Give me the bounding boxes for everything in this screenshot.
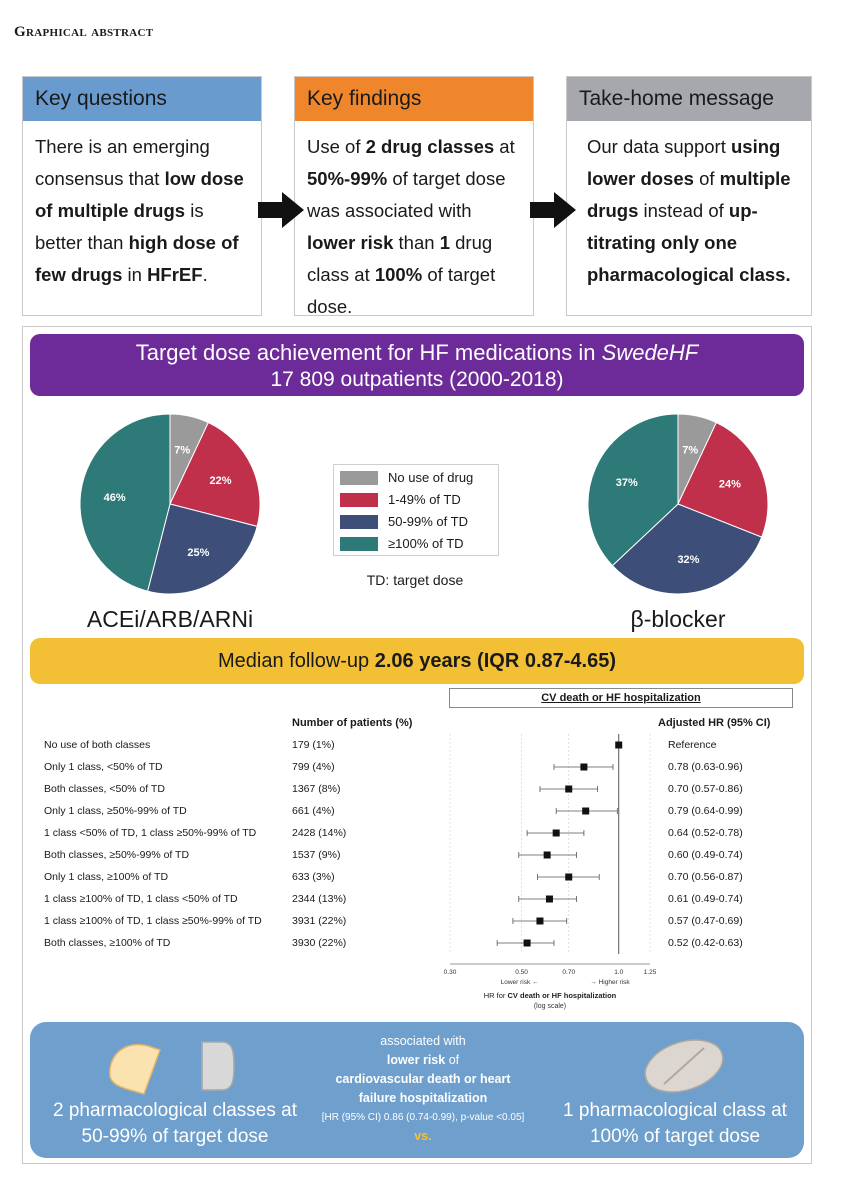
forest-row-hr: 0.70 (0.57-0.86) — [668, 783, 743, 795]
x-tick-label: 1.0 — [614, 969, 623, 976]
forest-row-label: 1 class <50% of TD, 1 class ≥50%-99% of … — [44, 827, 257, 839]
forest-row-count: 1537 (9%) — [292, 849, 341, 861]
x-tick-label: 0.50 — [515, 969, 528, 976]
left-conclusion-text: 2 pharmacological classes at 50-99% of t… — [53, 1100, 297, 1147]
hr-point — [552, 829, 560, 837]
middle-conclusion: associated with lower risk of cardiovasc… — [321, 1034, 525, 1143]
conclusion-banner: 2 pharmacological classes at 50-99% of t… — [30, 1022, 804, 1158]
hr-point — [615, 741, 623, 749]
td-note: TD: target dose — [366, 572, 464, 588]
graphical-abstract-title: Graphical abstract — [14, 24, 154, 40]
hr-point — [545, 895, 553, 903]
pie-slice-label: 7% — [174, 445, 190, 457]
forest-row-hr: 0.57 (0.47-0.69) — [668, 915, 743, 927]
key-findings-header: Key findings — [295, 77, 533, 121]
forest-row-count: 633 (3%) — [292, 871, 335, 883]
hr-point — [565, 785, 573, 793]
right-conclusion-text: 1 pharmacological class at 100% of targe… — [563, 1100, 787, 1147]
key-questions-header: Key questions — [23, 77, 261, 121]
forest-row-label: Only 1 class, <50% of TD — [44, 761, 163, 773]
x-axis-title: HR for CV death or HF hospitalization — [484, 991, 617, 1000]
pie-slice — [169, 421, 261, 527]
forest-row-label: 1 class ≥100% of TD, 1 class <50% of TD — [44, 893, 238, 905]
pie-slice — [587, 413, 679, 567]
forest-row-label: Both classes, <50% of TD — [44, 783, 165, 795]
pie-chart-beta-blocker: 7% 24% 32% 37% — [587, 413, 769, 595]
pie-slice-label: 22% — [209, 475, 231, 487]
followup-banner: Median follow-up 2.06 years (IQR 0.87-4.… — [30, 638, 804, 684]
forest-row-count: 661 (4%) — [292, 805, 335, 817]
take-home-text: Our data support using lower doses of mu… — [587, 136, 791, 285]
pill-icon — [109, 1041, 235, 1095]
pie-slice-label: 32% — [677, 554, 699, 566]
pie-slice-label: 7% — [682, 445, 698, 457]
pie-label-acei: ACEi/ARB/ARNi — [86, 606, 254, 632]
log-scale-note: (log scale) — [534, 1003, 566, 1010]
forest-row-count: 1367 (8%) — [292, 783, 341, 795]
key-findings-card: Key findings Use of 2 drug classes at 50… — [294, 76, 534, 317]
forest-row-hr: 0.61 (0.49-0.74) — [668, 893, 743, 905]
forest-row-hr: 0.70 (0.56-0.87) — [668, 871, 743, 883]
pie-slice — [611, 503, 763, 595]
pie-chart-acei: 7% 22% 25% 46% — [79, 413, 261, 595]
main-panel — [22, 326, 812, 1164]
arrow-right-icon — [530, 192, 576, 228]
key-findings-text: Use of 2 drug classes at 50%-99% of targ… — [307, 136, 515, 317]
lower-risk-label: Lower risk ← — [501, 979, 539, 986]
forest-row-hr: 0.60 (0.49-0.74) — [668, 849, 743, 861]
forest-row-count: 179 (1%) — [292, 739, 335, 751]
pie-slice — [147, 503, 258, 595]
pie-slice-label: 24% — [719, 478, 741, 490]
forest-row-label: Both classes, ≥100% of TD — [44, 937, 171, 949]
forest-row-label: No use of both classes — [44, 739, 151, 751]
x-tick-label: 0.30 — [444, 969, 457, 976]
forest-row-count: 3930 (22%) — [292, 937, 347, 949]
outcome-header: CV death or HF hospitalization — [449, 688, 793, 708]
forest-row-hr: Reference — [668, 739, 717, 751]
key-questions-text: There is an emerging consensus that low … — [35, 136, 244, 285]
hr-point — [543, 851, 551, 859]
hr-point — [580, 763, 588, 771]
forest-row-count: 2344 (13%) — [292, 893, 347, 905]
forest-row-label: 1 class ≥100% of TD, 1 class ≥50%-99% of… — [44, 915, 262, 927]
hr-point — [565, 873, 573, 881]
banner-title: Target dose achievement for HF medicatio… — [135, 340, 699, 365]
pie-legend: No use of drug 1-49% of TD 50-99% of TD … — [333, 464, 499, 556]
hr-point — [536, 917, 544, 925]
forest-row-hr: 0.79 (0.64-0.99) — [668, 805, 743, 817]
forest-row-hr: 0.64 (0.52-0.78) — [668, 827, 743, 839]
forest-row-count: 799 (4%) — [292, 761, 335, 773]
higher-risk-label: → Higher risk — [590, 979, 630, 986]
forest-row-label: Only 1 class, ≥50%-99% of TD — [44, 805, 187, 817]
forest-row-count: 2428 (14%) — [292, 827, 347, 839]
take-home-header: Take-home message — [567, 77, 811, 121]
hr-point — [523, 939, 531, 947]
arrow-right-icon — [258, 192, 304, 228]
forest-row-hr: 0.52 (0.42-0.63) — [668, 937, 743, 949]
forest-row-label: Only 1 class, ≥100% of TD — [44, 871, 169, 883]
forest-row-hr: 0.78 (0.63-0.96) — [668, 761, 743, 773]
pie-slice — [79, 413, 171, 592]
pie-slice-label: 46% — [104, 492, 126, 504]
pie-slice-label: 25% — [187, 547, 209, 559]
take-home-card: Take-home message Our data support using… — [566, 76, 812, 316]
forest-row-label: Both classes, ≥50%-99% of TD — [44, 849, 190, 861]
forest-row-count: 3931 (22%) — [292, 915, 347, 927]
banner-subtitle: 17 809 outpatients (2000-2018) — [270, 368, 564, 391]
patients-header: Number of patients (%) — [292, 717, 413, 729]
x-tick-label: 0.70 — [562, 969, 575, 976]
target-dose-banner: Target dose achievement for HF medicatio… — [30, 334, 804, 396]
pie-slice-label: 37% — [616, 477, 638, 489]
x-tick-label: 1.25 — [644, 969, 657, 976]
forest-plot: 0.30 0.50 0.70 1.0 1.25 Lower risk ← → Higher … — [444, 734, 657, 1010]
hr-header: Adjusted HR (95% CI) — [658, 717, 771, 729]
pie-slice — [677, 421, 769, 538]
key-questions-card: Key questions There is an emerging conse… — [22, 76, 262, 316]
pie-label-beta-blocker: β-blocker — [630, 606, 726, 632]
tablet-icon — [644, 1039, 724, 1093]
hr-point — [582, 807, 590, 815]
